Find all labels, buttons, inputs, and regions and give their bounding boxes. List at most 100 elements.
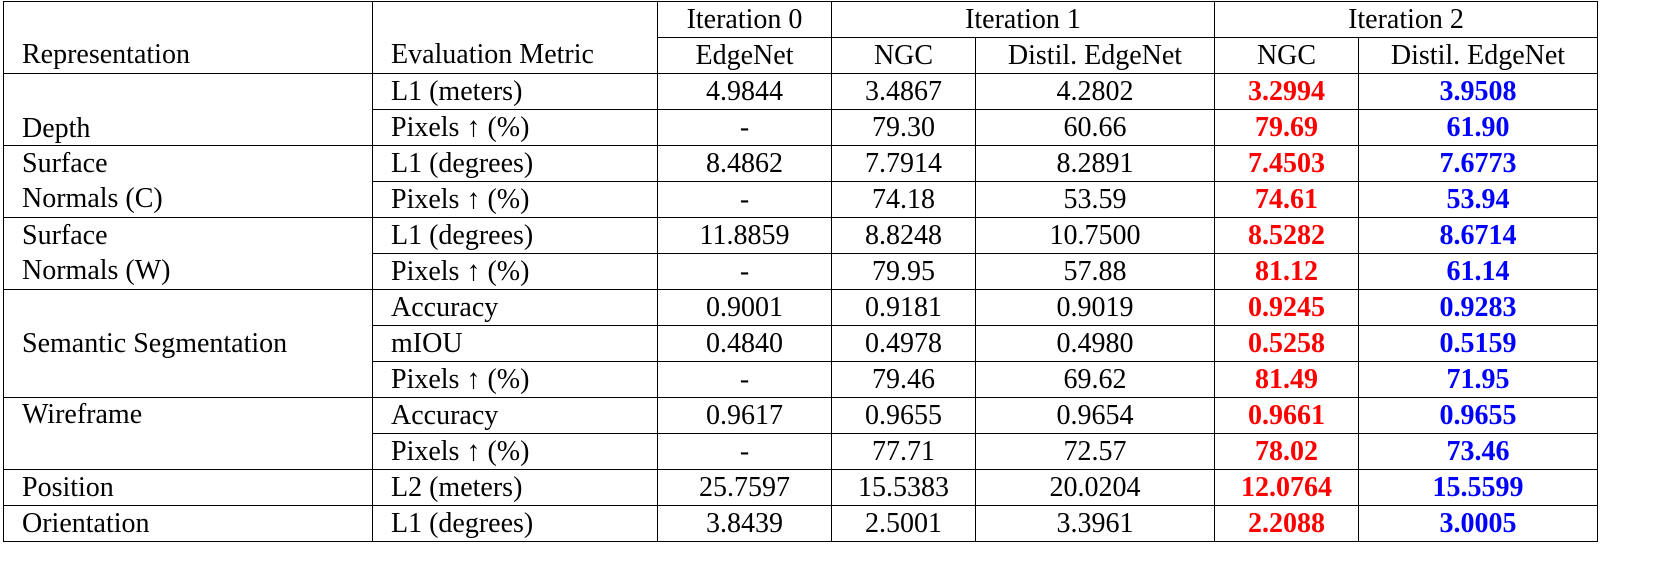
group-orientation: Orientation: [3, 505, 373, 542]
value-distil-iter2: 8.6714: [1358, 217, 1598, 254]
value-distil-iter2: 71.95: [1358, 361, 1598, 398]
value-distil-iter2: 15.5599: [1358, 469, 1598, 506]
value-ngc-iter2: 0.9245: [1214, 289, 1359, 326]
value-iter0: 0.4840: [657, 325, 832, 362]
value-ngc-iter2: 0.5258: [1214, 325, 1359, 362]
value-ngc-iter1: 8.8248: [831, 217, 976, 254]
value-iter0: 11.8859: [657, 217, 832, 254]
value-ngc-iter2: 81.12: [1214, 253, 1359, 290]
group-position: Position: [3, 469, 373, 506]
header-ngc-2: NGC: [1214, 37, 1359, 74]
value-distil-iter1: 0.9654: [975, 397, 1215, 434]
value-iter0: 0.9001: [657, 289, 832, 326]
value-ngc-iter1: 2.5001: [831, 505, 976, 542]
header-distil-1: Distil. EdgeNet: [975, 37, 1215, 74]
metric-cell: Pixels ↑ (%): [372, 181, 658, 218]
value-distil-iter2: 61.14: [1358, 253, 1598, 290]
metric-cell: Pixels ↑ (%): [372, 109, 658, 146]
group-wireframe: Wireframe: [3, 397, 373, 470]
metric-cell: L1 (meters): [372, 73, 658, 110]
value-ngc-iter1: 74.18: [831, 181, 976, 218]
metric-cell: L1 (degrees): [372, 145, 658, 182]
header-edgenet: EdgeNet: [657, 37, 832, 74]
value-distil-iter2: 7.6773: [1358, 145, 1598, 182]
value-distil-iter1: 53.59: [975, 181, 1215, 218]
value-ngc-iter2: 74.61: [1214, 181, 1359, 218]
metric-cell: Accuracy: [372, 397, 658, 434]
value-ngc-iter2: 2.2088: [1214, 505, 1359, 542]
value-distil-iter2: 53.94: [1358, 181, 1598, 218]
group-normals-c-line1: Surface: [3, 145, 373, 182]
header-iteration-0: Iteration 0: [657, 1, 832, 38]
value-ngc-iter1: 79.95: [831, 253, 976, 290]
value-ngc-iter2: 3.2994: [1214, 73, 1359, 110]
metric-cell: Pixels ↑ (%): [372, 433, 658, 470]
value-iter0: -: [657, 253, 832, 290]
value-distil-iter1: 10.7500: [975, 217, 1215, 254]
value-ngc-iter1: 3.4867: [831, 73, 976, 110]
value-ngc-iter2: 81.49: [1214, 361, 1359, 398]
value-ngc-iter2: 7.4503: [1214, 145, 1359, 182]
value-ngc-iter2: 12.0764: [1214, 469, 1359, 506]
header-iteration-1: Iteration 1: [831, 1, 1215, 38]
metric-cell: L1 (degrees): [372, 505, 658, 542]
value-iter0: 4.9844: [657, 73, 832, 110]
value-ngc-iter1: 77.71: [831, 433, 976, 470]
value-distil-iter1: 20.0204: [975, 469, 1215, 506]
value-ngc-iter2: 8.5282: [1214, 217, 1359, 254]
header-iteration-2: Iteration 2: [1214, 1, 1598, 38]
value-distil-iter1: 69.62: [975, 361, 1215, 398]
value-distil-iter2: 0.9655: [1358, 397, 1598, 434]
value-distil-iter1: 0.4980: [975, 325, 1215, 362]
value-iter0: -: [657, 109, 832, 146]
value-distil-iter2: 61.90: [1358, 109, 1598, 146]
value-ngc-iter1: 0.4978: [831, 325, 976, 362]
value-distil-iter1: 8.2891: [975, 145, 1215, 182]
group-normals-w-line2: Normals (W): [3, 253, 373, 290]
value-distil-iter2: 3.0005: [1358, 505, 1598, 542]
metric-cell: Pixels ↑ (%): [372, 253, 658, 290]
value-ngc-iter1: 15.5383: [831, 469, 976, 506]
value-ngc-iter1: 79.30: [831, 109, 976, 146]
value-distil-iter1: 60.66: [975, 109, 1215, 146]
value-iter0: 8.4862: [657, 145, 832, 182]
value-iter0: -: [657, 433, 832, 470]
group-semantic-segmentation: Semantic Segmentation: [3, 289, 373, 398]
value-distil-iter2: 3.9508: [1358, 73, 1598, 110]
value-distil-iter1: 57.88: [975, 253, 1215, 290]
value-distil-iter2: 0.9283: [1358, 289, 1598, 326]
value-iter0: -: [657, 181, 832, 218]
value-distil-iter1: 3.3961: [975, 505, 1215, 542]
value-iter0: 3.8439: [657, 505, 832, 542]
group-normals-w-line1: Surface: [3, 217, 373, 254]
header-representation-top: [3, 1, 373, 38]
metric-cell: mIOU: [372, 325, 658, 362]
value-ngc-iter2: 78.02: [1214, 433, 1359, 470]
value-iter0: -: [657, 361, 832, 398]
value-iter0: 25.7597: [657, 469, 832, 506]
header-distil-2: Distil. EdgeNet: [1358, 37, 1598, 74]
value-distil-iter1: 0.9019: [975, 289, 1215, 326]
header-metric: Evaluation Metric: [372, 37, 658, 74]
value-ngc-iter1: 79.46: [831, 361, 976, 398]
value-iter0: 0.9617: [657, 397, 832, 434]
header-representation: Representation: [3, 37, 373, 74]
value-ngc-iter1: 0.9181: [831, 289, 976, 326]
value-ngc-iter1: 7.7914: [831, 145, 976, 182]
value-ngc-iter2: 79.69: [1214, 109, 1359, 146]
header-ngc-1: NGC: [831, 37, 976, 74]
value-ngc-iter2: 0.9661: [1214, 397, 1359, 434]
value-distil-iter2: 0.5159: [1358, 325, 1598, 362]
metric-cell: L2 (meters): [372, 469, 658, 506]
results-table: Iteration 0 Iteration 1 Iteration 2 Repr…: [3, 1, 1598, 542]
group-normals-c-line2: Normals (C): [3, 181, 373, 218]
value-distil-iter2: 73.46: [1358, 433, 1598, 470]
metric-cell: Pixels ↑ (%): [372, 361, 658, 398]
group-depth: Depth: [3, 73, 373, 146]
metric-cell: L1 (degrees): [372, 217, 658, 254]
value-distil-iter1: 4.2802: [975, 73, 1215, 110]
value-ngc-iter1: 0.9655: [831, 397, 976, 434]
header-metric-top: [372, 1, 658, 38]
metric-cell: Accuracy: [372, 289, 658, 326]
value-distil-iter1: 72.57: [975, 433, 1215, 470]
